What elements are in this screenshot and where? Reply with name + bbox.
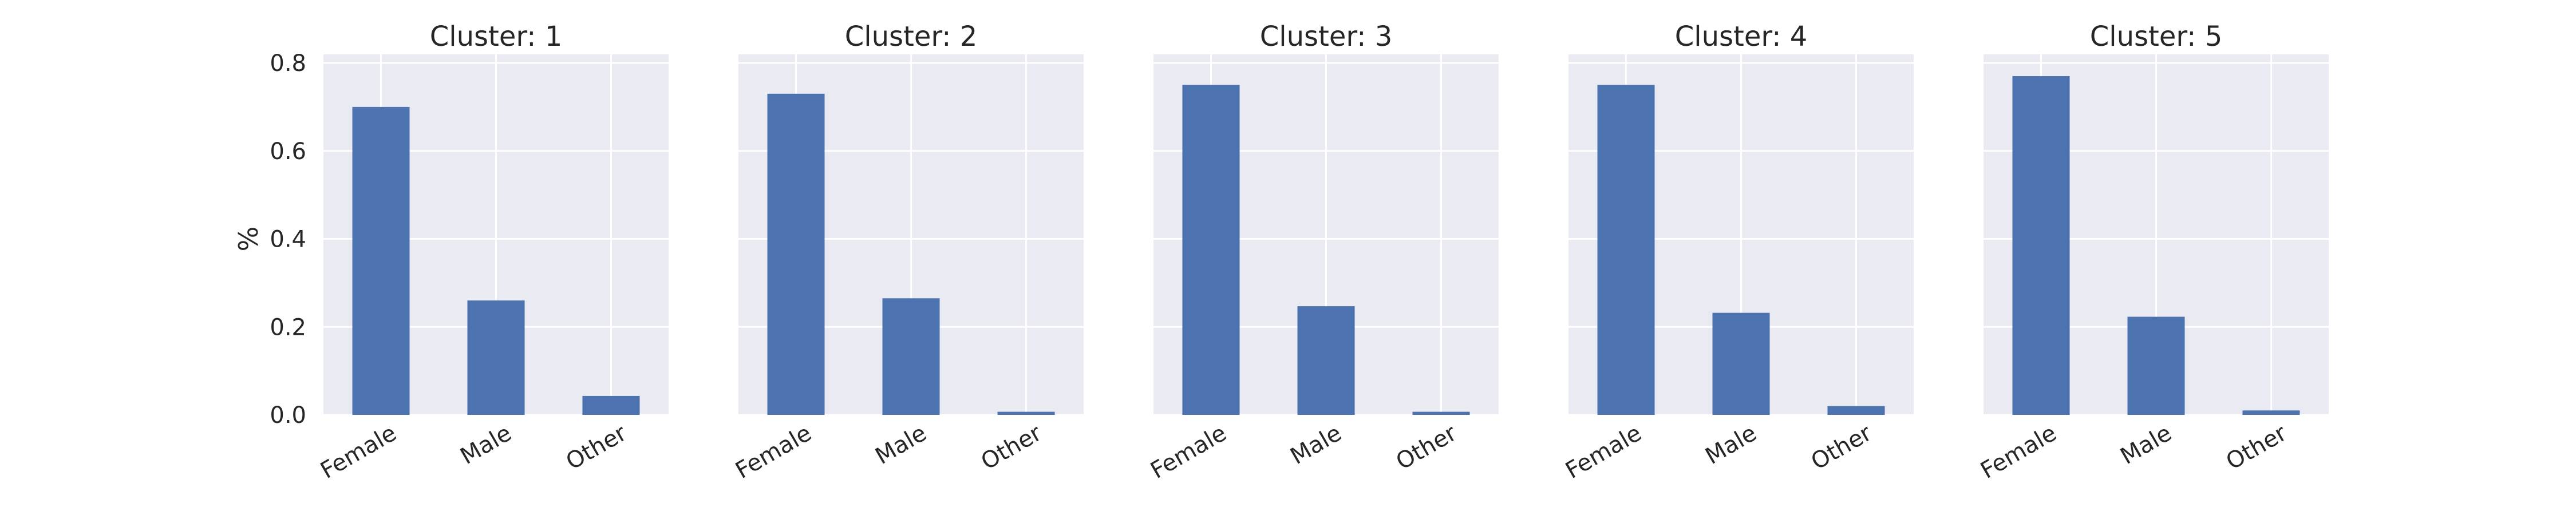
panel-title: Cluster: 2: [845, 21, 978, 53]
x-tick-label: Other: [977, 420, 1046, 476]
y-tick-label: 0.6: [270, 138, 306, 165]
y-tick-label: 0.8: [270, 50, 306, 77]
bar-other: [1412, 411, 1470, 415]
bar-other: [1827, 406, 1885, 415]
cluster-panel-5: Female Male Other Cluster: 5: [1976, 21, 2329, 484]
bar-female: [2012, 76, 2070, 415]
x-tick-label: Male: [2116, 420, 2176, 470]
x-tick-label: Female: [1561, 420, 1646, 484]
bar-female: [352, 106, 410, 415]
y-tick-label: 0.2: [270, 314, 306, 340]
x-tick-label: Male: [1286, 420, 1346, 470]
x-tick-label: Female: [316, 420, 401, 484]
bar-male: [1297, 306, 1355, 415]
y-tick-label: 0.0: [270, 402, 306, 429]
bar-male: [882, 298, 940, 415]
x-tick-label: Male: [1701, 420, 1761, 470]
panel-title: Cluster: 5: [2090, 21, 2223, 53]
x-tick-label: Other: [2222, 420, 2291, 476]
bar-female: [1182, 85, 1240, 415]
cluster-panel-1: Female Male Other Cluster: 1 0.0 0.2 0.4 0.6 0.8…: [233, 21, 669, 484]
x-tick-label: Other: [1807, 420, 1876, 476]
panel-title: Cluster: 3: [1260, 21, 1393, 53]
cluster-panel-2: Female Male Other Cluster: 2: [731, 21, 1084, 484]
x-tick-label: Female: [1976, 420, 2061, 484]
x-tick-label: Female: [1146, 420, 1231, 484]
x-tick-label: Other: [562, 420, 631, 476]
y-tick-label: 0.4: [270, 227, 306, 253]
bar-other: [997, 411, 1055, 415]
bar-male: [2127, 316, 2185, 415]
cluster-panel-4: Female Male Other Cluster: 4: [1561, 21, 1914, 484]
x-tick-label: Female: [731, 420, 816, 484]
bar-other: [2242, 410, 2300, 415]
x-tick-label: Male: [871, 420, 931, 470]
bar-female: [1597, 85, 1655, 415]
y-axis-label: %: [233, 227, 264, 252]
panel-title: Cluster: 1: [430, 21, 563, 53]
bar-other: [582, 395, 640, 415]
bar-female: [767, 93, 825, 415]
cluster-panel-3: Female Male Other Cluster: 3: [1146, 21, 1499, 484]
bar-male: [1712, 312, 1770, 415]
panel-title: Cluster: 4: [1675, 21, 1808, 53]
bar-male: [467, 300, 525, 415]
x-tick-label: Male: [456, 420, 516, 470]
x-tick-label: Other: [1392, 420, 1461, 476]
